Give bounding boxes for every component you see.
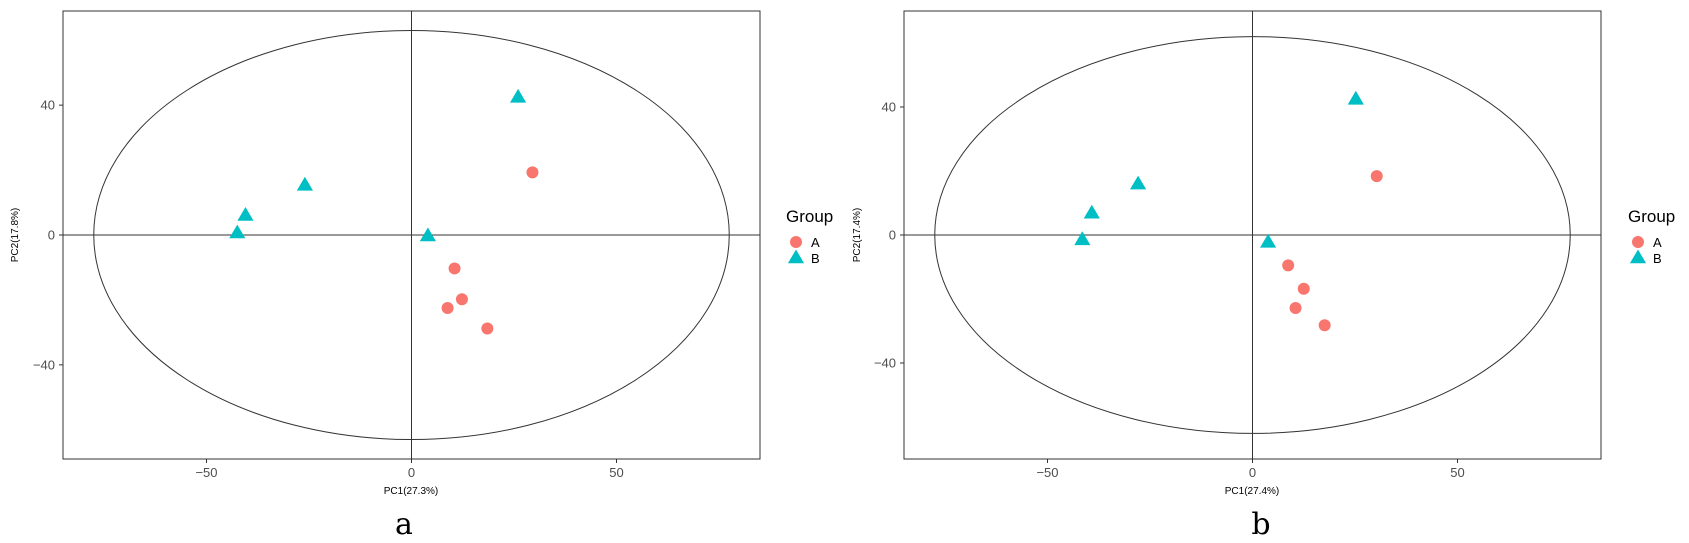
circle-point-a	[448, 262, 461, 275]
triangle-point-b	[1260, 233, 1277, 248]
x-tick-label: 0	[1249, 465, 1256, 480]
legend-label-b: B	[811, 251, 820, 266]
x-tick-label: 0	[408, 465, 415, 480]
legend-label-a: A	[811, 235, 820, 250]
legend: Group AB	[1628, 207, 1675, 266]
triangle-point-b	[296, 176, 313, 191]
plot-content	[904, 11, 1601, 459]
circle-point-a	[1318, 319, 1331, 332]
legend-items: AB	[1629, 235, 1662, 266]
y-tick-label: 40	[41, 98, 55, 113]
triangle-point-b	[229, 224, 246, 239]
x-tick-label: −50	[195, 465, 217, 480]
circle-point-a	[526, 166, 539, 179]
triangle-point-b	[237, 207, 254, 221]
triangle-point-b	[1083, 204, 1100, 219]
circle-point-a	[1370, 170, 1383, 183]
legend-title: Group	[786, 207, 833, 226]
panel-a: PC1(27.3%) PC2(17.8%) Group AB a −50 0 50 −…	[10, 10, 833, 542]
y-tick-label: −40	[874, 356, 896, 371]
y-tick-label: 40	[882, 100, 896, 115]
legend-items: AB	[787, 235, 820, 266]
y-tick-label: −40	[33, 357, 55, 372]
x-axis-title: PC1(27.3%)	[384, 486, 438, 497]
circle-point-a	[1282, 259, 1295, 272]
panel-label: a	[395, 507, 413, 542]
circle-point-a	[455, 293, 468, 306]
triangle-point-b	[419, 227, 436, 242]
circle-point-a	[441, 302, 454, 315]
plot-content	[63, 11, 760, 459]
legend-label-a: A	[1653, 235, 1662, 250]
circle-point-a	[1289, 301, 1302, 314]
legend: Group AB	[786, 207, 833, 266]
x-axis-title: PC1(27.4%)	[1225, 486, 1279, 497]
triangle-point-b	[1074, 231, 1091, 246]
y-tick-label: 0	[48, 228, 55, 243]
y-axis-title: PC2(17.4%)	[852, 208, 863, 262]
circle-point-a	[1297, 282, 1310, 295]
triangle-point-b	[510, 88, 527, 103]
legend-key-a	[1632, 236, 1644, 248]
x-tick-label: −50	[1036, 465, 1058, 480]
panel-label: b	[1251, 507, 1270, 542]
legend-title: Group	[1628, 207, 1675, 226]
legend-key-b	[1629, 249, 1647, 264]
triangle-point-b	[1347, 90, 1364, 105]
circle-point-a	[481, 322, 494, 335]
y-axis-title: PC2(17.8%)	[10, 208, 21, 262]
x-tick-label: 50	[609, 465, 623, 480]
legend-key-b	[787, 249, 805, 264]
y-tick-label: 0	[889, 228, 896, 243]
legend-key-a	[790, 236, 802, 248]
triangle-point-b	[1130, 175, 1147, 190]
legend-label-b: B	[1653, 251, 1662, 266]
panel-b: PC1(27.4%) PC2(17.4%) Group AB b −50 0 50 −…	[852, 10, 1675, 542]
x-tick-label: 50	[1450, 465, 1464, 480]
